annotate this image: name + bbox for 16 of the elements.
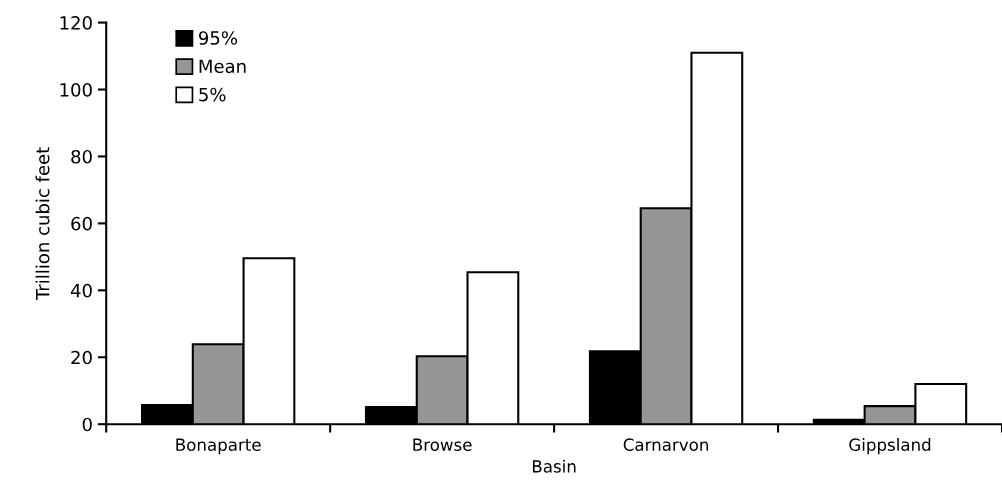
y-axis-title: Trillion cubic feet xyxy=(35,147,50,301)
legend-label: 5% xyxy=(199,87,226,102)
x-tick-label: Bonaparte xyxy=(176,438,261,455)
x-tick-label: Gippsland xyxy=(849,438,931,455)
y-tick-label: 20 xyxy=(71,350,92,365)
y-tick-label: 80 xyxy=(71,149,92,164)
y-tick-label: 0 xyxy=(82,417,92,432)
y-tick-label: 120 xyxy=(60,16,92,30)
legend-label: Mean xyxy=(199,59,246,74)
x-axis-title: Basin xyxy=(532,459,576,473)
x-tick-label: Browse xyxy=(413,438,472,451)
y-tick-label: 40 xyxy=(70,283,92,298)
y-tick-label: 60 xyxy=(71,216,92,231)
y-tick-label: 100 xyxy=(60,82,92,97)
x-tick-label: Carnarvon xyxy=(623,438,708,451)
legend-label: 95% xyxy=(199,31,238,45)
